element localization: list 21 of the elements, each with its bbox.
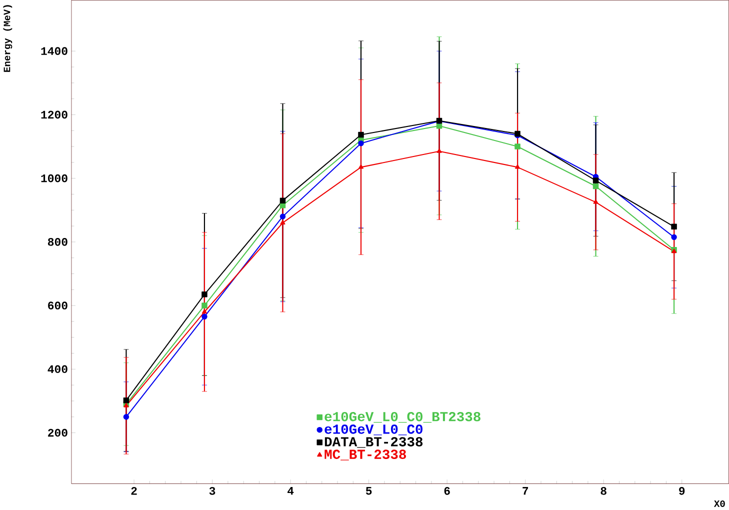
y-tick-label: 1400	[41, 47, 68, 55]
x-axis-title: X0	[714, 500, 725, 507]
x-tick-label: 4	[288, 486, 294, 495]
legend-label: e10GeV_L0_C0	[324, 424, 422, 436]
legend-label: e10GeV_L0_C0_BT2338	[324, 412, 480, 423]
y-tick-label: 800	[48, 238, 68, 246]
x-tick-label: 9	[679, 486, 685, 495]
x-tick-label: 8	[600, 486, 606, 495]
legend-label: MC_BT-2338	[324, 450, 406, 460]
x-tick-label: 2	[131, 486, 137, 495]
x-tick-label: 7	[522, 486, 528, 495]
y-tick-label: 1000	[41, 174, 68, 182]
legend-label: DATA_BT-2338	[324, 437, 423, 448]
x-tick-label: 5	[366, 486, 372, 495]
y-tick-label: 200	[48, 428, 68, 437]
y-tick-label: 400	[48, 365, 68, 373]
x-tick-label: 3	[209, 486, 216, 495]
y-tick-label: 600	[48, 302, 68, 310]
x-tick-label: 6	[444, 486, 450, 495]
y-tick-label: 1200	[41, 110, 68, 119]
y-axis-title: Energy (MeV)	[3, 5, 12, 72]
